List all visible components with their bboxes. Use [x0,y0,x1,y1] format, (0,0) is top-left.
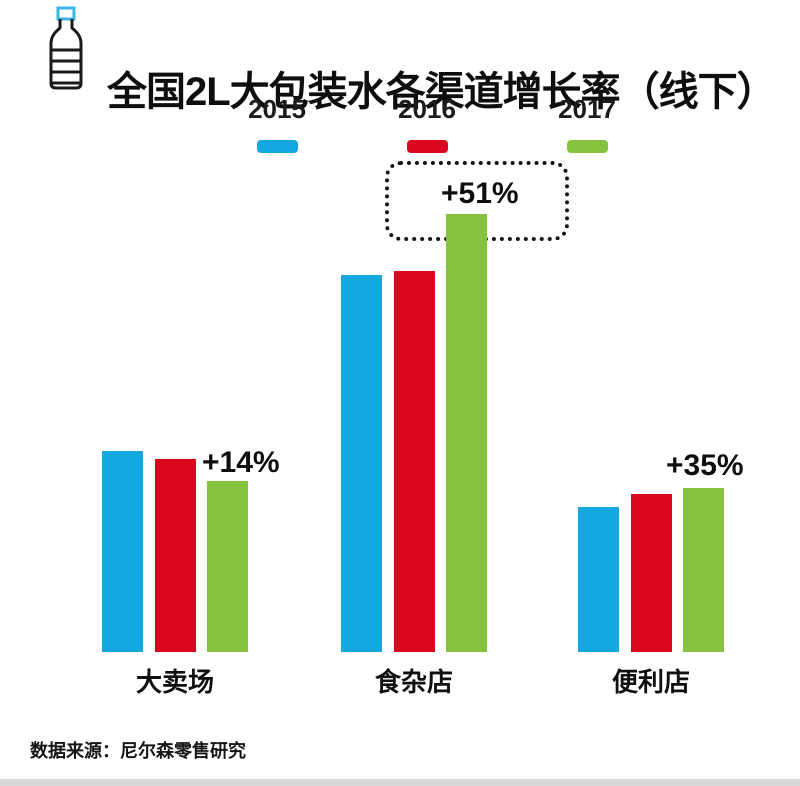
legend-label-2017: 2017 [558,94,616,124]
bar-食杂店-2017 [446,214,487,652]
bar-便利店-2017 [683,488,724,652]
legend-swatch-2015 [257,140,298,153]
bar-便利店-2016 [630,494,672,652]
annotation-convenience: +35% [666,449,744,482]
annotation-hypermarket: +14% [202,446,280,479]
page-title: 全国2L大包装水各渠道增长率（线下） [107,69,777,114]
bar-便利店-2015 [578,507,619,652]
annotation-grocery: +51% [441,177,519,210]
source-note: 数据来源：尼尔森零售研究 [30,741,246,761]
legend-label-2015: 2015 [248,94,306,124]
legend-swatch-2017 [567,140,608,153]
bar-大卖场-2017 [207,481,248,652]
legend-swatch-2016 [407,140,448,153]
bottom-strip [0,779,800,786]
bar-食杂店-2015 [341,275,382,652]
bar-大卖场-2016 [154,459,196,652]
bar-大卖场-2015 [102,451,143,652]
water-bottle-icon [46,6,86,97]
bar-食杂店-2016 [393,271,435,652]
legend-label-2016: 2016 [398,94,456,124]
